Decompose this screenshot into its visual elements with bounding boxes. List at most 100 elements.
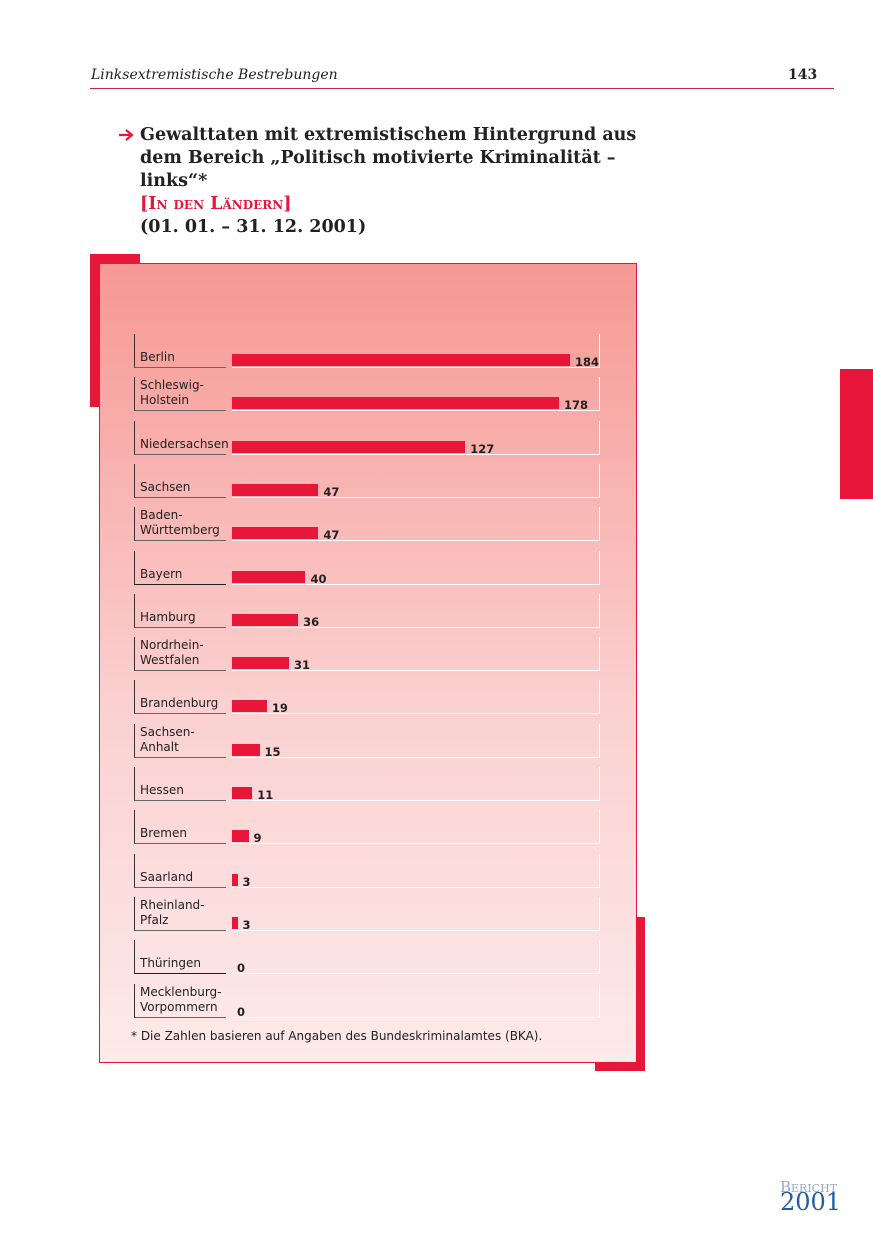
row-frame bbox=[232, 377, 600, 412]
bar bbox=[232, 570, 306, 583]
category-label: Mecklenburg- Vorpommern bbox=[140, 984, 222, 1014]
category-label: Berlin bbox=[140, 350, 175, 364]
category-label: Brandenburg bbox=[140, 696, 219, 711]
bar bbox=[232, 830, 249, 843]
row-frame bbox=[232, 680, 600, 715]
row-frame bbox=[232, 334, 600, 368]
category-label: Schleswig- Holstein bbox=[140, 378, 204, 408]
row-frame bbox=[134, 463, 226, 498]
row-frame bbox=[232, 550, 600, 585]
row-frame bbox=[134, 550, 226, 585]
chart-period: (01. 01. – 31. 12. 2001) bbox=[140, 217, 367, 237]
row-label: Schleswig- Holstein bbox=[140, 377, 235, 408]
category-label: Hessen bbox=[140, 783, 184, 797]
page-number: 143 bbox=[788, 67, 818, 83]
bar bbox=[232, 916, 238, 929]
row-label: Brandenburg bbox=[140, 680, 235, 711]
running-head: Linksextremistische Bestrebungen bbox=[91, 67, 338, 83]
value-label: 40 bbox=[310, 571, 327, 586]
row-label: Hessen bbox=[140, 767, 235, 798]
row-label: Hamburg bbox=[140, 594, 235, 625]
value-label: 47 bbox=[323, 484, 340, 499]
footer-label: Bericht bbox=[780, 1178, 838, 1196]
value-label: 15 bbox=[264, 744, 281, 759]
category-label: Sachsen- Anhalt bbox=[140, 724, 195, 754]
side-tab bbox=[840, 369, 873, 499]
category-label: Niedersachsen bbox=[140, 436, 229, 451]
bar bbox=[232, 873, 238, 886]
header-rule bbox=[90, 88, 834, 89]
value-label: 36 bbox=[303, 614, 320, 629]
row-label: Bremen bbox=[140, 810, 235, 841]
category-label: Hamburg bbox=[140, 609, 196, 624]
row-frame bbox=[232, 723, 600, 758]
value-label: 0 bbox=[237, 1004, 246, 1019]
category-label: Thüringen bbox=[140, 956, 202, 971]
row-frame bbox=[134, 810, 226, 845]
footnote: * Die Zahlen basieren auf Angaben des Bu… bbox=[131, 1029, 543, 1043]
value-label: 3 bbox=[242, 917, 251, 932]
bar bbox=[232, 787, 253, 799]
row-frame bbox=[232, 983, 600, 1018]
bar bbox=[232, 397, 559, 410]
row-label: Thüringen bbox=[140, 940, 235, 971]
category-label: Bayern bbox=[140, 566, 183, 581]
row-frame bbox=[134, 420, 226, 455]
title-block: Gewalttaten mit extremistischem Hintergr… bbox=[140, 124, 660, 239]
arrow-icon bbox=[119, 129, 134, 141]
row-label: Niedersachsen bbox=[140, 421, 235, 452]
row-frame bbox=[232, 853, 600, 888]
value-label: 178 bbox=[563, 398, 588, 413]
row-frame bbox=[134, 896, 226, 931]
value-label: 184 bbox=[575, 355, 600, 369]
row-frame bbox=[232, 637, 600, 672]
row-label: Berlin bbox=[140, 334, 235, 365]
row-frame bbox=[134, 377, 226, 412]
row-frame bbox=[134, 983, 226, 1018]
row-label: Sachsen- Anhalt bbox=[140, 724, 235, 755]
bar bbox=[232, 657, 289, 670]
row-frame bbox=[134, 853, 226, 888]
row-label: Nordrhein- Westfalen bbox=[140, 637, 235, 668]
value-label: 0 bbox=[237, 961, 246, 976]
chart-subtitle: [In den Ländern] bbox=[140, 194, 292, 214]
value-label: 3 bbox=[242, 874, 251, 889]
footer-year: 2001 bbox=[780, 1188, 842, 1216]
category-label: Rheinland- Pfalz bbox=[140, 897, 205, 927]
row-label: Baden- Württemberg bbox=[140, 507, 235, 538]
bar bbox=[232, 527, 319, 540]
row-label: Bayern bbox=[140, 551, 235, 582]
value-label: 9 bbox=[253, 831, 262, 846]
category-label: Bremen bbox=[140, 826, 187, 841]
bar bbox=[232, 613, 299, 626]
chart-title: Gewalttaten mit extremistischem Hintergr… bbox=[140, 125, 637, 191]
row-frame bbox=[134, 940, 226, 975]
value-label: 11 bbox=[257, 788, 274, 802]
value-label: 19 bbox=[271, 701, 288, 716]
bar bbox=[232, 483, 319, 496]
value-label: 31 bbox=[293, 658, 310, 673]
row-frame bbox=[232, 767, 600, 801]
row-frame bbox=[232, 507, 600, 542]
row-frame bbox=[134, 680, 226, 715]
value-label: 47 bbox=[323, 528, 340, 543]
row-frame bbox=[134, 507, 226, 542]
row-label: Rheinland- Pfalz bbox=[140, 897, 235, 928]
chart-box: * Die Zahlen basieren auf Angaben des Bu… bbox=[99, 263, 637, 1063]
row-label: Mecklenburg- Vorpommern bbox=[140, 984, 235, 1015]
row-frame bbox=[134, 637, 226, 672]
row-frame bbox=[232, 896, 600, 931]
value-label: 127 bbox=[470, 441, 495, 456]
bar bbox=[232, 354, 570, 366]
row-frame bbox=[232, 463, 600, 498]
row-label: Saarland bbox=[140, 854, 235, 885]
row-frame bbox=[232, 593, 600, 628]
row-frame bbox=[134, 767, 226, 801]
bar bbox=[232, 700, 267, 713]
row-frame bbox=[134, 593, 226, 628]
category-label: Saarland bbox=[140, 869, 194, 884]
category-label: Sachsen bbox=[140, 479, 191, 494]
row-frame bbox=[134, 723, 226, 758]
bar bbox=[232, 743, 260, 756]
